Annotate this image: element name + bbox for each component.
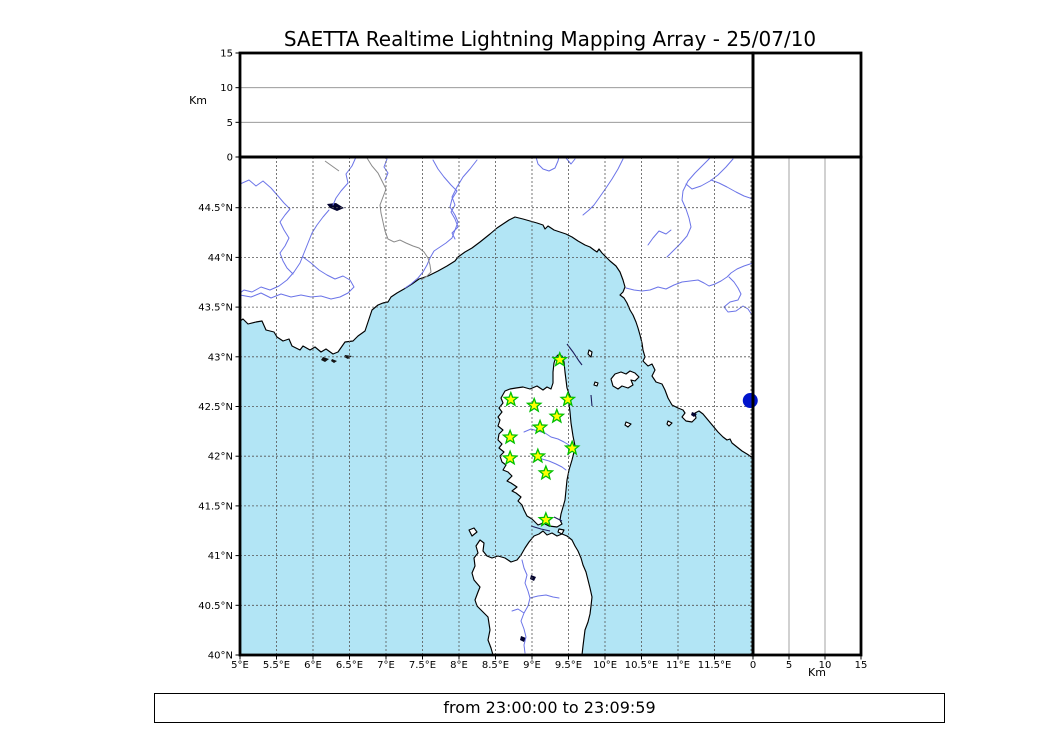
island-capraia xyxy=(587,349,593,358)
lat-tick-label: 44°N xyxy=(208,253,233,264)
top-panel-ytick-label: 5 xyxy=(227,118,233,129)
inland-water xyxy=(327,203,697,642)
top-panel-ytick-label: 0 xyxy=(227,153,233,164)
lon-tick-label: 11°E xyxy=(666,660,690,671)
lat-tick-label: 43.5°N xyxy=(198,303,233,314)
right-panel-xtick-label: 5 xyxy=(786,660,792,671)
river-secchia xyxy=(710,179,753,200)
river-upper-left xyxy=(240,179,294,275)
river-var xyxy=(404,159,459,289)
altitude-panel-gridlines xyxy=(240,87,826,655)
lon-tick-label: 5.5°E xyxy=(263,660,290,671)
landmasses xyxy=(240,157,753,655)
artifact-bonifacio-2 xyxy=(553,516,563,522)
river-arno xyxy=(625,262,753,292)
island-giglio xyxy=(666,420,673,427)
river-golo xyxy=(523,428,573,449)
lon-tick-label: 6°E xyxy=(304,660,322,671)
lat-tick-label: 40.5°N xyxy=(198,601,233,612)
right-panel-xtick-label: 15 xyxy=(855,660,868,671)
right-panel-km-label: Km xyxy=(808,666,826,679)
island-asinara xyxy=(468,527,478,537)
corner-panel-frame xyxy=(751,51,863,159)
lon-tick-label: 5°E xyxy=(231,660,249,671)
country-borders xyxy=(324,157,432,281)
island-pianosa xyxy=(624,421,632,428)
river-taro-branch xyxy=(685,158,734,190)
axis-ticks-and-labels: 5°E 5.5°E 6°E 6.5°E 7°E 7.5°E 8°E 8.5°E 9°E 9.5°E… xyxy=(198,49,867,672)
river-sardinia-branch-e xyxy=(529,594,560,599)
river-sardinia-branch-w xyxy=(511,608,525,614)
top-panel-ytick-label: 10 xyxy=(220,83,233,94)
lat-tick-label: 41.5°N xyxy=(198,501,233,512)
lat-tick-label: 44.5°N xyxy=(198,203,233,214)
river-verdon xyxy=(240,256,355,300)
island-maddalena xyxy=(557,528,565,535)
figure-title: SAETTA Realtime Lightning Mapping Array … xyxy=(283,27,817,51)
border-france-italy xyxy=(366,157,432,281)
coastline-mainland xyxy=(240,157,753,459)
river-tanaro xyxy=(450,159,478,240)
lat-tick-label: 42°N xyxy=(208,452,233,463)
lon-tick-label: 9.5°E xyxy=(555,660,582,671)
map-panel xyxy=(240,157,758,655)
lon-tick-label: 6.5°E xyxy=(336,660,363,671)
right-altitude-panel-frame xyxy=(751,155,863,657)
lon-tick-label: 9°E xyxy=(523,660,541,671)
artifact-east-corsica xyxy=(590,394,593,407)
lagoon-orbetello xyxy=(691,412,697,417)
right-panel-xtick-label: 10 xyxy=(819,660,832,671)
island-gorgona xyxy=(593,381,599,387)
lake-omodeo xyxy=(520,636,526,642)
lon-tick-label: 8°E xyxy=(450,660,468,671)
time-window-label: from 23:00:00 to 23:09:59 xyxy=(443,698,656,717)
river-squiggle xyxy=(647,229,672,246)
lon-tick-label: 10°E xyxy=(593,660,617,671)
river-durance xyxy=(240,157,357,294)
right-panel-xtick-label: 0 xyxy=(750,660,756,671)
lake-coghinas xyxy=(530,575,536,581)
lon-tick-label: 11.5°E xyxy=(698,660,732,671)
river-sardinia-main xyxy=(520,559,531,654)
river-taro-main xyxy=(666,157,711,258)
lake-serre-poncon xyxy=(327,203,344,211)
river-loop-top xyxy=(535,157,576,172)
border-fragment xyxy=(324,160,340,172)
river-scrivia xyxy=(582,158,624,216)
lon-tick-label: 10.5°E xyxy=(625,660,659,671)
island-elba xyxy=(610,370,640,390)
top-panel-km-label: Km xyxy=(189,94,207,107)
lat-tick-label: 43°N xyxy=(208,352,233,363)
river-tavignano xyxy=(541,458,567,471)
lat-tick-label: 41°N xyxy=(208,551,233,562)
lightning-detections xyxy=(742,393,758,409)
lat-tick-label: 40°N xyxy=(208,651,233,662)
lat-tick-label: 42.5°N xyxy=(198,402,233,413)
top-altitude-panel-frame xyxy=(238,51,755,159)
time-window-box: from 23:00:00 to 23:09:59 xyxy=(154,693,945,723)
artifact-bonifacio-1 xyxy=(530,525,551,532)
lon-tick-label: 7.5°E xyxy=(409,660,436,671)
lon-tick-label: 8.5°E xyxy=(482,660,509,671)
rivers xyxy=(240,157,753,654)
lon-tick-label: 7°E xyxy=(377,660,395,671)
top-panel-ytick-label: 15 xyxy=(220,49,233,60)
detection-dot xyxy=(742,393,758,409)
